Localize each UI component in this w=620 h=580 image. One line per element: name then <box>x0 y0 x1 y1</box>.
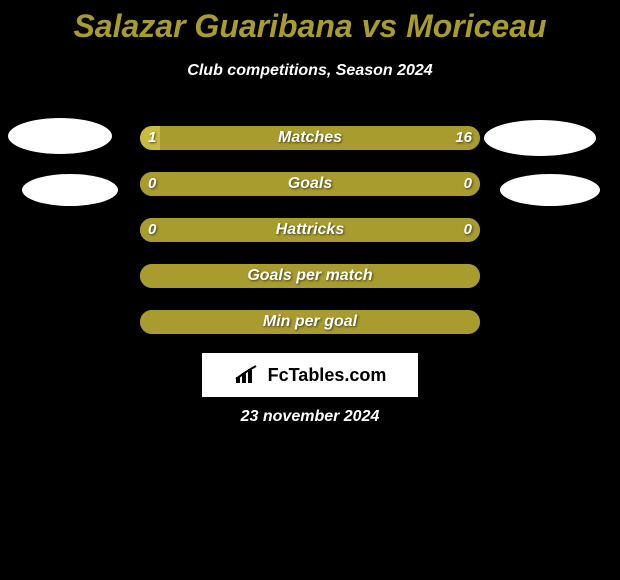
bar-inner-4 <box>143 313 477 331</box>
comparison-infographic: Salazar Guaribana vs Moriceau Club compe… <box>0 0 620 580</box>
bar-inner-3 <box>143 267 477 285</box>
bar-track-0 <box>140 126 480 150</box>
brand-text: FcTables.com <box>268 365 387 386</box>
bar-track-1 <box>140 172 480 196</box>
avatar-left1 <box>8 118 112 154</box>
bar-inner-2 <box>143 221 477 239</box>
bar-track-4 <box>140 310 480 334</box>
bar-track-2 <box>140 218 480 242</box>
title: Salazar Guaribana vs Moriceau <box>0 8 620 45</box>
brand-chart-icon <box>234 365 262 385</box>
avatar-left2 <box>22 174 118 206</box>
avatar-right1 <box>484 120 596 156</box>
bar-fill-left-0 <box>140 126 160 150</box>
avatar-right2 <box>500 174 600 206</box>
bar-inner-1 <box>143 175 477 193</box>
bar-track-3 <box>140 264 480 288</box>
bar-fill-right-0 <box>160 126 480 150</box>
brand-badge: FcTables.com <box>202 353 418 397</box>
subtitle: Club competitions, Season 2024 <box>0 62 620 80</box>
date: 23 november 2024 <box>0 408 620 426</box>
